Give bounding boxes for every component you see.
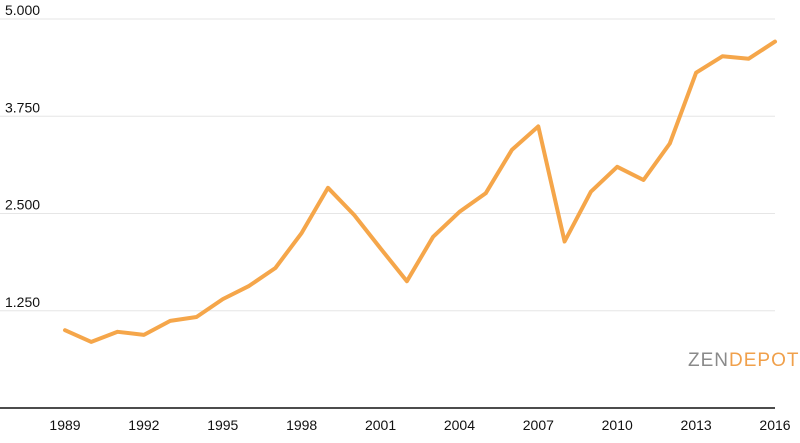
- x-tick-label: 1998: [286, 417, 317, 433]
- x-tick-label: 2001: [365, 417, 396, 433]
- x-tick-label: 2007: [523, 417, 554, 433]
- y-tick-label: 1.250: [5, 294, 40, 310]
- series-group: [63, 39, 777, 344]
- x-tick-label: 1992: [128, 417, 159, 433]
- x-tick-label: 2016: [759, 417, 790, 433]
- x-tick-label: 2013: [681, 417, 712, 433]
- x-tick-label: 1989: [49, 417, 80, 433]
- y-tick-label: 5.000: [5, 2, 40, 18]
- x-tick-label: 2010: [602, 417, 633, 433]
- y-tick-label: 2.500: [5, 197, 40, 213]
- x-tick-label: 2004: [444, 417, 475, 433]
- series-line: [63, 39, 777, 344]
- gridlines: [0, 18, 775, 312]
- x-tick-labels: 1989 1992 1995 1998 2001 2004 2007 2010 2013 2016: [49, 417, 790, 433]
- logo-part-depot: DEPOT: [729, 350, 800, 371]
- x-tick-label: 1995: [207, 417, 238, 433]
- y-tick-labels: 1.250 2.500 3.750 5.000: [5, 2, 40, 310]
- y-tick-label: 3.750: [5, 99, 40, 115]
- zendepot-logo: ZENDEPOT: [688, 350, 799, 372]
- logo-part-zen: ZEN: [688, 350, 729, 371]
